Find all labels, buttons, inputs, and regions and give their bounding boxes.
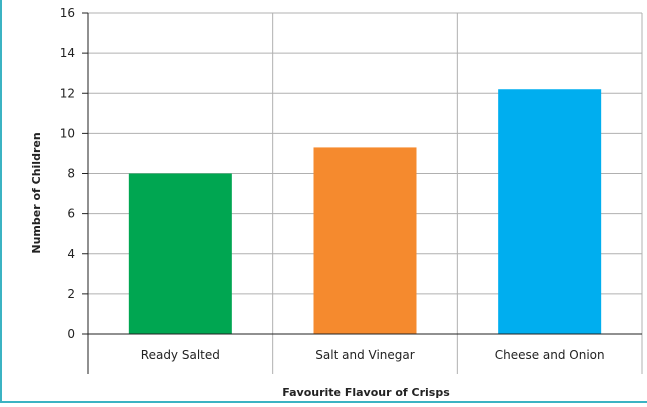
y-tick-label: 0 [67, 327, 75, 341]
y-tick-label: 6 [67, 207, 75, 221]
bar-ready-salted [128, 173, 232, 334]
x-category-label: Ready Salted [141, 348, 220, 362]
y-tick-label: 2 [67, 287, 75, 301]
axes [82, 12, 642, 374]
y-tick-label: 16 [60, 6, 75, 20]
y-tick-label: 10 [60, 126, 75, 140]
y-tick-label: 8 [67, 167, 75, 181]
x-category-labels: Ready Salted Salt and Vinegar Cheese and O… [141, 348, 605, 362]
bar-cheese-and-onion [498, 89, 602, 334]
y-axis-title: Number of Children [30, 132, 43, 253]
y-tick-labels: 0 2 4 6 8 10 12 14 16 [60, 6, 75, 341]
y-tick-label: 12 [60, 86, 75, 100]
y-tick-label: 14 [60, 46, 75, 60]
bars [128, 89, 602, 334]
x-category-label: Salt and Vinegar [315, 348, 414, 362]
y-tick-label: 4 [67, 247, 75, 261]
x-axis-title: Favourite Flavour of Crisps [282, 386, 450, 399]
bar-salt-and-vinegar [313, 147, 417, 334]
x-category-label: Cheese and Onion [495, 348, 605, 362]
